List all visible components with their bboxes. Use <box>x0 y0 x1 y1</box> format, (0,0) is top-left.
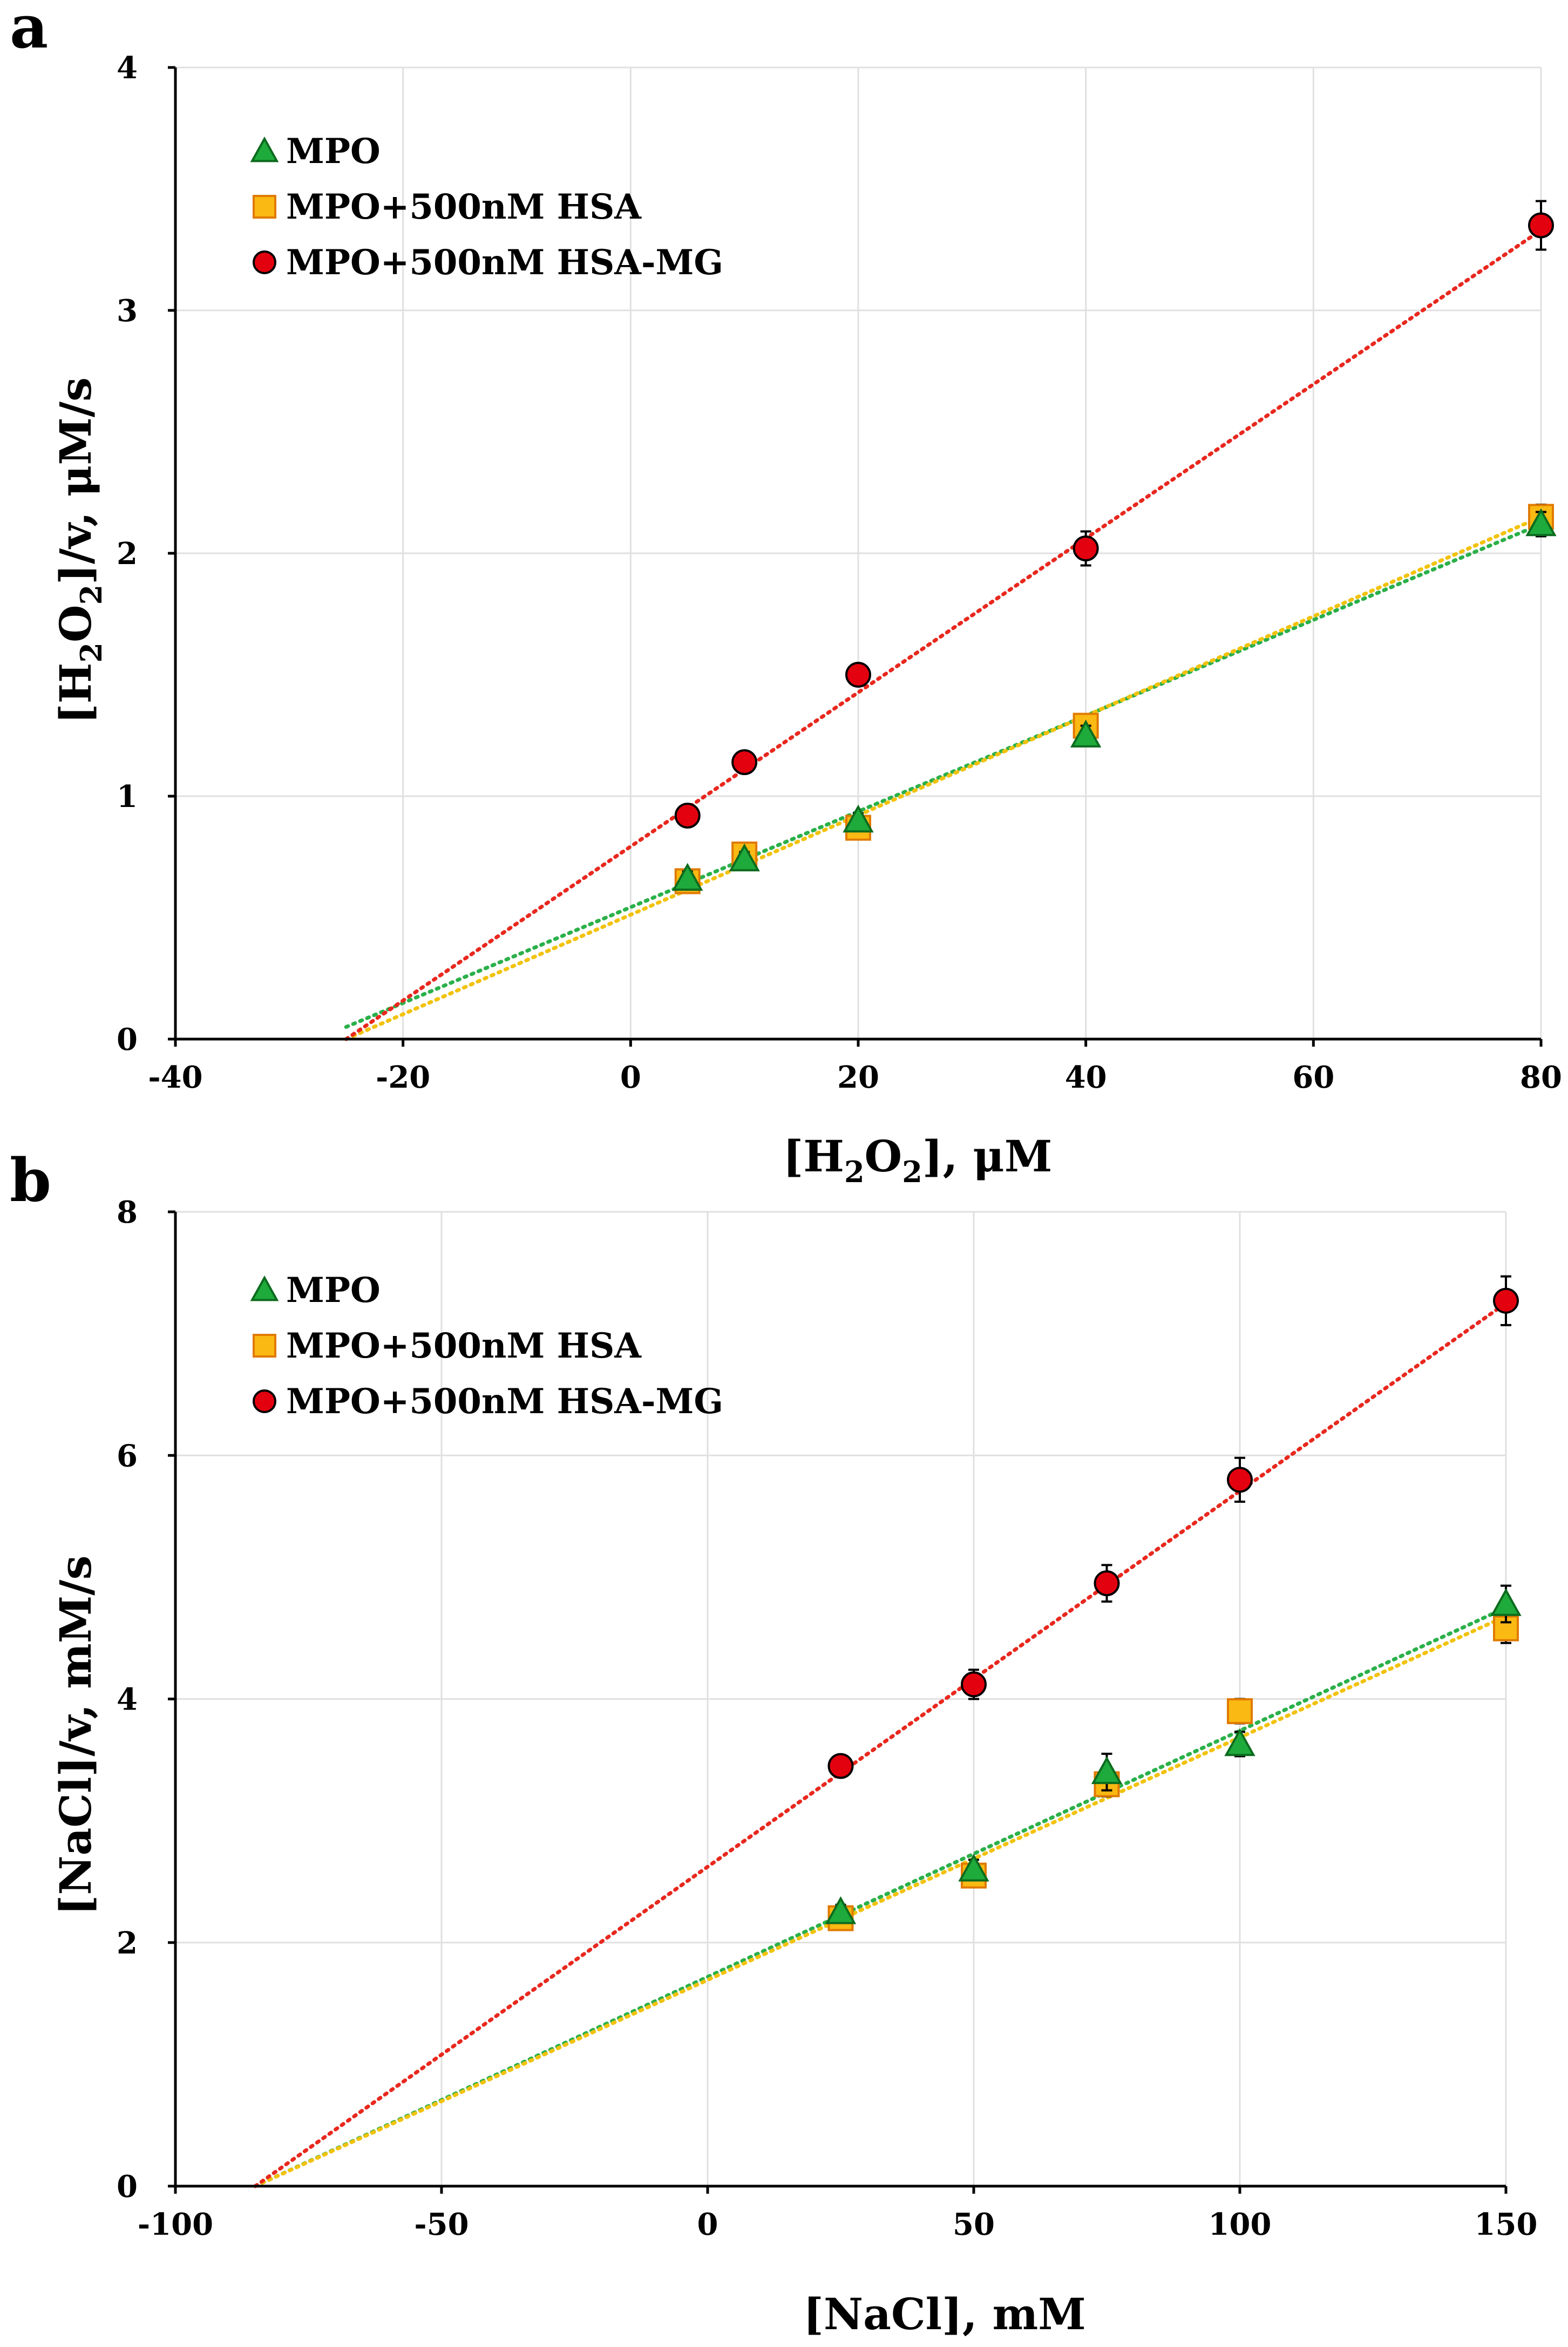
y-tick-label: 4 <box>117 50 138 86</box>
x-tick-label: 0 <box>620 1060 641 1095</box>
legend-marker-circle <box>253 250 276 274</box>
data-point-circle <box>1493 1287 1519 1314</box>
trendlines-a <box>344 228 1543 1041</box>
data-point-circle <box>674 803 701 829</box>
x-tick-label: 40 <box>1065 1060 1107 1095</box>
y-tick-label: 0 <box>117 2169 138 2204</box>
tick-labels-a: -40 -20 0 20 40 60 80 0 1 2 3 4 <box>117 50 1562 1095</box>
trendline-circle <box>253 1301 1508 2188</box>
legend-label: MPO+500nM HSA <box>286 1326 642 1366</box>
axes-a <box>168 66 1543 1047</box>
data-point-circle <box>1227 1467 1253 1493</box>
data-point-triangle <box>1091 1756 1123 1785</box>
panel-label-b: b <box>10 1145 51 1215</box>
y-tick-label: 6 <box>117 1438 138 1474</box>
data-point-triangle <box>1490 1588 1522 1616</box>
legend-label: MPO+500nM HSA <box>286 187 642 227</box>
legend-marker-triangle <box>250 1275 279 1301</box>
data-point-triangle <box>825 1896 857 1924</box>
legend-marker-square <box>253 195 276 219</box>
y-tick-label: 8 <box>117 1195 138 1230</box>
data-point-square <box>1227 1698 1253 1725</box>
x-axis-title-a: [H2O2], μM <box>783 1131 1053 1189</box>
legend-label: MPO+500nM HSA-MG <box>286 1381 723 1422</box>
tick-labels-b: -100 -50 0 50 100 150 0 2 4 6 8 <box>117 1195 1537 2242</box>
data-point-triangle <box>672 863 703 891</box>
data-point-circle <box>731 749 758 775</box>
legend-label: MPO <box>286 131 381 172</box>
legend-label: MPO+500nM HSA-MG <box>286 242 723 283</box>
data-point-circle <box>1094 1570 1120 1597</box>
data-point-circle <box>827 1753 854 1779</box>
x-tick-label: -40 <box>148 1060 202 1095</box>
legend-b: MPO MPO+500nM HSA MPO+500nM HSA-MG <box>250 1270 723 1422</box>
legend-marker-triangle <box>250 136 279 162</box>
y-tick-label: 2 <box>117 1925 138 1961</box>
x-axis-title-b: [NaCl], mM <box>803 2289 1086 2339</box>
data-point-triangle <box>958 1853 989 1882</box>
trendline-square <box>253 1614 1508 2188</box>
data-points-a <box>672 200 1557 894</box>
y-tick-label: 4 <box>117 1682 138 1718</box>
data-point-circle <box>845 662 871 688</box>
trendline-circle <box>344 228 1543 1041</box>
y-tick-label: 3 <box>117 293 138 329</box>
trendline-triangle <box>344 522 1543 1029</box>
x-tick-label: 100 <box>1209 2207 1272 2242</box>
data-point-triangle <box>843 804 874 833</box>
x-tick-label: -100 <box>138 2207 213 2242</box>
trendline-square <box>344 515 1543 1041</box>
x-tick-label: -20 <box>376 1060 430 1095</box>
panel-label-a: a <box>10 0 48 62</box>
data-point-triangle <box>1224 1728 1255 1756</box>
legend-marker-square <box>253 1334 276 1358</box>
x-tick-label: 60 <box>1292 1060 1334 1095</box>
data-point-triangle <box>729 843 760 872</box>
legend-marker-circle <box>253 1389 276 1413</box>
x-tick-label: 50 <box>953 2207 995 2242</box>
axes-b <box>168 1210 1508 2194</box>
data-point-triangle <box>1070 720 1102 748</box>
legend-label: MPO <box>286 1270 381 1311</box>
data-point-triangle <box>1525 508 1557 537</box>
grid-b <box>175 1211 1507 2186</box>
x-tick-label: 150 <box>1475 2207 1538 2242</box>
y-axis-title-b: [NaCl]/v, mM/s <box>50 1555 101 1915</box>
x-tick-label: -50 <box>414 2207 469 2242</box>
x-tick-label: 20 <box>837 1060 879 1095</box>
legend-a: MPO MPO+500nM HSA MPO+500nM HSA-MG <box>250 131 723 283</box>
data-point-circle <box>1073 535 1099 561</box>
data-point-circle <box>1528 212 1554 239</box>
x-tick-label: 80 <box>1520 1060 1562 1095</box>
y-tick-label: 1 <box>117 779 138 815</box>
data-points-b <box>825 1275 1522 1931</box>
y-tick-label: 0 <box>117 1022 138 1057</box>
x-tick-label: 0 <box>697 2207 718 2242</box>
trendlines-b <box>253 1301 1508 2188</box>
y-axis-title-a: [H2O2]/v, μM/s <box>50 377 108 724</box>
data-point-circle <box>961 1671 987 1698</box>
y-tick-label: 2 <box>117 536 138 572</box>
